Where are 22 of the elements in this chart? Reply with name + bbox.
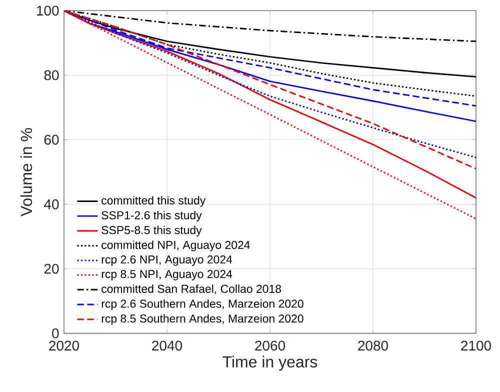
x-tick-label: 2060 bbox=[255, 340, 286, 351]
legend-label: committed this study bbox=[102, 196, 206, 207]
legend-label: rcp 8.5 NPI, Aguayo 2024 bbox=[102, 270, 232, 280]
y-tick-label: 0 bbox=[52, 328, 59, 338]
y-tick-label: 100 bbox=[37, 6, 59, 16]
y-tick-label: 40 bbox=[44, 199, 59, 210]
legend-label: SSP1-2.6 this study bbox=[102, 210, 202, 222]
legend-label: rcp 2.6 Southern Andes, Marzeion 2020 bbox=[102, 299, 304, 310]
x-tick-label: 2080 bbox=[358, 340, 388, 351]
legend-label: rcp 2.6 NPI, Aguayo 2024 bbox=[102, 255, 232, 266]
x-tick-label: 2100 bbox=[461, 340, 492, 351]
legend-label: SSP5-8.5 this study bbox=[102, 226, 202, 236]
y-tick-label: 60 bbox=[44, 134, 59, 145]
legend-label: committed San Rafael, Collao 2018 bbox=[102, 284, 281, 294]
y-tick-label: 80 bbox=[44, 70, 59, 80]
y-tick-label: 20 bbox=[44, 264, 59, 274]
x-tick-label: 2020 bbox=[49, 340, 80, 351]
x-axis-title: Time in years bbox=[222, 356, 318, 371]
legend-label: committed NPI, Aguayo 2024 bbox=[102, 240, 250, 252]
legend-label: rcp 8.5 Southern Andes, Marzeion 2020 bbox=[102, 314, 304, 325]
x-tick-label: 2040 bbox=[152, 340, 182, 351]
y-axis-title: Volume in % bbox=[20, 128, 32, 216]
